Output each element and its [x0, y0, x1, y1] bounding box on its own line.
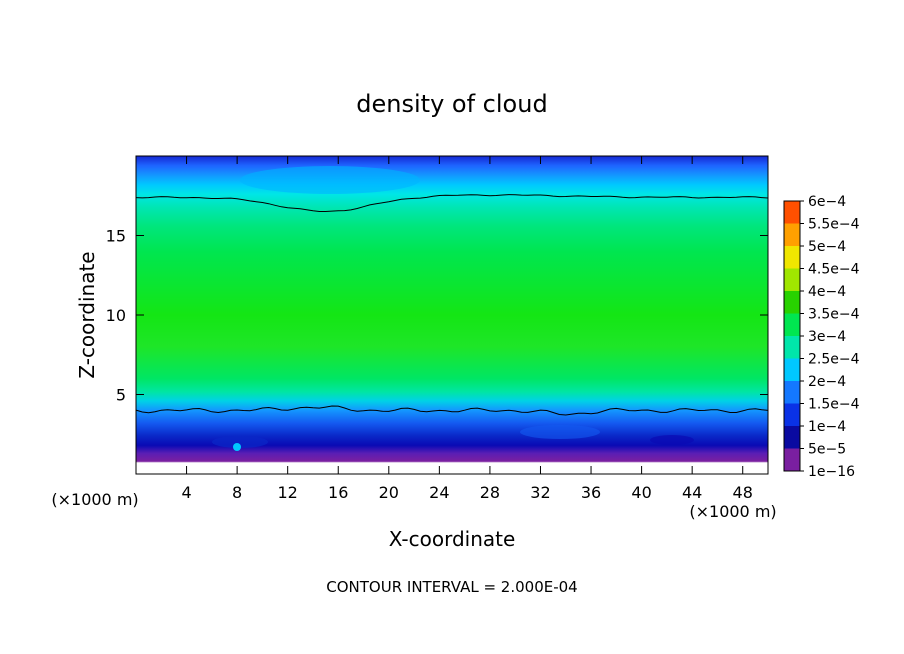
plot-field: [136, 156, 768, 474]
colorbar-swatch: [784, 358, 800, 381]
colorbar-label: 4e−4: [808, 284, 846, 300]
colorbar-label: 3.5e−4: [808, 307, 860, 323]
colorbar: 1e−16 5e−5 1e−4 1.5e−4 2e−4 2.5e−4 3e−4 3.5e−4 4…: [783, 194, 860, 480]
y-tick-label: 10: [106, 306, 126, 325]
colorbar-label: 5e−5: [808, 442, 846, 458]
x-axis: 4 8 12 16 20 24 28 32 36 40 44 48: [181, 156, 753, 502]
x-tick-label: 36: [581, 483, 601, 502]
colorbar-swatch: [784, 201, 800, 224]
y-tick-label: 5: [116, 386, 126, 405]
colorbar-label: 2e−4: [808, 374, 846, 390]
colorbar-swatch: [784, 246, 800, 269]
field-feature-spot: [233, 443, 241, 451]
x-tick-label: 24: [429, 483, 449, 502]
colorbar-label: 3e−4: [808, 329, 846, 345]
colorbar-swatch: [784, 381, 800, 404]
y-tick-label: 15: [106, 227, 126, 246]
colorbar-swatch: [784, 291, 800, 314]
x-tick-label: 32: [530, 483, 550, 502]
field-feature-upper: [240, 166, 420, 194]
x-tick-label: 16: [328, 483, 348, 502]
x-axis-label: X-coordinate: [389, 527, 516, 551]
field-feature-lower-1: [212, 436, 268, 448]
colorbar-swatch: [784, 223, 800, 246]
x-tick-label: 48: [733, 483, 753, 502]
y-axis-label: Z-coordinate: [75, 251, 99, 378]
colorbar-swatch: [784, 313, 800, 336]
contour-lines: [135, 194, 769, 416]
x-tick-label: 12: [278, 483, 298, 502]
x-unit-left: (×1000 m): [51, 490, 138, 509]
x-tick-label: 8: [232, 483, 242, 502]
colorbar-label: 1e−4: [808, 419, 846, 435]
colorbar-swatch: [784, 336, 800, 359]
colorbar-swatch: [784, 403, 800, 426]
colorbar-label: 5e−4: [808, 239, 846, 255]
colorbar-swatch: [784, 448, 800, 471]
colorbar-label: 1.5e−4: [808, 397, 860, 413]
colorbar-swatch: [784, 426, 800, 449]
x-unit-right: (×1000 m): [689, 502, 776, 521]
field-feature-lower-3: [650, 435, 694, 445]
x-tick-label: 28: [480, 483, 500, 502]
colorbar-label: 4.5e−4: [808, 262, 860, 278]
contour-interval-text: CONTOUR INTERVAL = 2.000E-04: [326, 578, 577, 596]
x-tick-label: 4: [181, 483, 191, 502]
colorbar-label: 5.5e−4: [808, 217, 860, 233]
colorbar-swatch: [784, 268, 800, 291]
field-feature-lower-2: [520, 425, 600, 439]
colorbar-label: 6e−4: [808, 194, 846, 210]
density-field: [136, 156, 768, 474]
contour-line-lower: [135, 405, 769, 416]
contour-line-upper: [135, 194, 769, 212]
x-tick-label: 44: [682, 483, 702, 502]
x-tick-label: 20: [379, 483, 399, 502]
colorbar-label: 1e−16: [808, 464, 855, 480]
y-axis: 5 10 15: [106, 227, 768, 405]
chart-title: density of cloud: [356, 90, 547, 118]
colorbar-label: 2.5e−4: [808, 352, 860, 368]
x-tick-label: 40: [631, 483, 651, 502]
